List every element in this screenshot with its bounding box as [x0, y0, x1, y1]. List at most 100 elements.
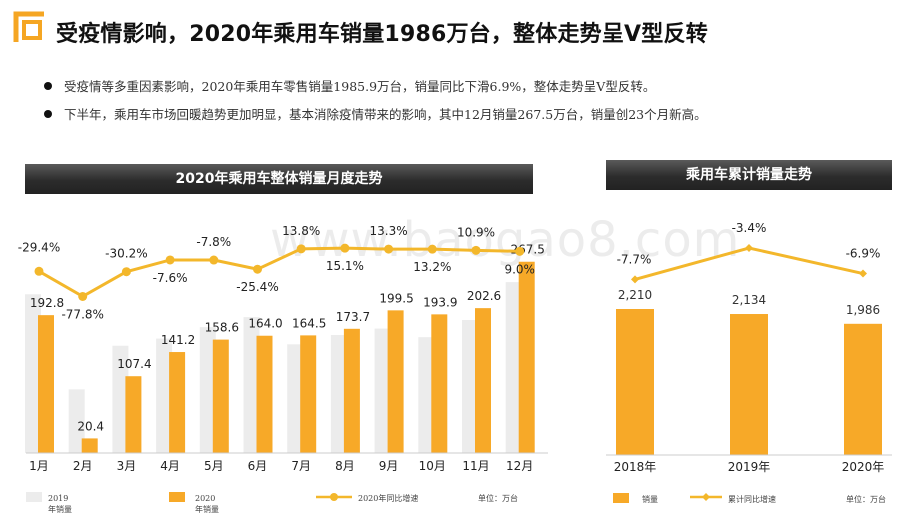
growth-point [471, 245, 481, 255]
unit-label-2: 单位：万台 [846, 494, 886, 504]
x-tick-label: 8月 [335, 459, 355, 473]
growth-point [427, 244, 437, 254]
bar-2020 [431, 314, 448, 453]
x-tick-label: 5月 [204, 459, 224, 473]
growth-label: 13.3% [370, 224, 408, 238]
bullet-item: 受疫情等多重因素影响，2020年乘用车零售销量1985.9万台，销量同比下滑6.… [42, 78, 902, 106]
cumulative-growth-label: -7.7% [617, 252, 652, 266]
data-label-2020: 192.8 [30, 296, 64, 310]
bar-2019 [156, 338, 173, 453]
growth-label: 13.2% [413, 260, 451, 274]
x-tick-label: 1月 [29, 459, 49, 473]
bar-2020 [212, 339, 229, 453]
bar-2019 [112, 345, 129, 453]
x-tick-label: 3月 [117, 459, 137, 473]
x-tick-label: 9月 [379, 459, 399, 473]
legend-swatch-volume [613, 493, 629, 503]
growth-point [384, 244, 394, 254]
growth-point [515, 246, 525, 256]
bar-2019 [287, 344, 304, 453]
bullet-item: 下半年，乘用车市场回暖趋势更加明显，基本消除疫情带来的影响，其中12月销量267… [42, 106, 902, 134]
chart-title-cumulative: 乘用车累计销量走势 [606, 160, 892, 190]
legend-label-2019: 2019 [48, 494, 68, 503]
data-label-2020: 20.4 [77, 419, 104, 433]
bar-cumulative [844, 323, 882, 455]
growth-point [34, 266, 44, 276]
legend-marker-cumulative [702, 493, 710, 501]
growth-point [340, 243, 350, 253]
logo-icon [13, 11, 44, 42]
x-tick-label: 2020年 [842, 460, 885, 474]
bar-cumulative [616, 309, 654, 455]
bar-2020 [81, 438, 98, 453]
bar-2020 [387, 310, 404, 453]
unit-label: 单位：万台 [478, 493, 518, 503]
x-tick-label: 4月 [160, 459, 180, 473]
growth-label: -25.4% [236, 280, 278, 294]
bar-2019 [462, 320, 478, 453]
cumulative-growth-label: -6.9% [846, 247, 881, 261]
growth-label: -7.6% [153, 271, 188, 285]
growth-label: 15.1% [326, 259, 364, 273]
growth-point [121, 267, 131, 277]
x-tick-label: 12月 [506, 459, 533, 473]
cumulative-growth-line [634, 246, 864, 281]
x-tick-label: 2019年 [728, 460, 771, 474]
legend-label-cumulative-growth: 累计同比增速 [728, 494, 776, 504]
bullet-text: 下半年，乘用车市场回暖趋势更加明显，基本消除疫情带来的影响，其中12月销量267… [64, 107, 707, 122]
page-title: 受疫情影响，2020年乘用车销量1986万台，整体走势呈V型反转 [56, 22, 708, 47]
growth-label: 9.0% [504, 262, 535, 276]
x-tick-label: 11月 [462, 459, 489, 473]
bar-cumulative [730, 314, 768, 455]
bar-2019 [374, 328, 391, 453]
growth-label: 13.8% [282, 224, 320, 238]
cumulative-growth-point [745, 244, 753, 252]
bar-2020 [125, 376, 142, 453]
bar-2020 [256, 335, 273, 453]
legend-label-growth: 2020年同比增速 [358, 493, 418, 503]
chart-title-monthly: 2020年乘用车整体销量月度走势 [25, 164, 533, 194]
data-label-2020: 141.2 [161, 333, 195, 347]
growth-label: -29.4% [18, 240, 60, 254]
bullet-dot-icon [44, 82, 52, 90]
bar-2019 [418, 337, 435, 453]
data-label-cumulative: 2,210 [618, 288, 652, 302]
x-tick-label: 7月 [291, 459, 311, 473]
legend-label-2020-cont: 年销量 [195, 504, 219, 514]
growth-point [296, 244, 306, 254]
data-label-2020: 158.6 [205, 321, 239, 335]
growth-line [38, 246, 520, 299]
bar-2020 [475, 308, 491, 453]
growth-point [78, 291, 88, 301]
growth-label: -30.2% [105, 247, 147, 261]
growth-label: 10.9% [457, 225, 495, 239]
bar-2020 [518, 261, 535, 453]
data-label-2020: 193.9 [423, 295, 457, 309]
x-tick-label: 2018年 [614, 460, 657, 474]
growth-label: -77.8% [61, 307, 103, 321]
legend-marker-growth [330, 493, 338, 501]
data-label-cumulative: 2,134 [732, 293, 766, 307]
bar-2019 [505, 282, 522, 453]
x-tick-label: 6月 [248, 459, 268, 473]
growth-label: -7.8% [196, 235, 231, 249]
legend-label-volume: 销量 [642, 494, 658, 504]
cumulative-growth-label: -3.4% [732, 221, 767, 235]
data-label-2020: 164.5 [292, 316, 326, 330]
data-label-2020: 107.4 [117, 357, 151, 371]
data-label-2020: 202.6 [467, 289, 501, 303]
cumulative-growth-point [631, 275, 639, 284]
bar-2019 [68, 389, 85, 453]
bar-2020 [300, 335, 317, 453]
data-label-2020: 173.7 [336, 310, 370, 324]
data-label-cumulative: 1,986 [846, 303, 880, 317]
data-label-2020: 199.5 [379, 291, 413, 305]
legend-label-2019-cont: 年销量 [48, 504, 72, 514]
growth-point [165, 255, 175, 265]
legend-swatch-2020 [169, 492, 185, 502]
bar-2019 [330, 335, 347, 453]
growth-point [253, 264, 262, 274]
bullet-dot-icon [44, 110, 52, 118]
x-tick-label: 10月 [419, 459, 446, 473]
